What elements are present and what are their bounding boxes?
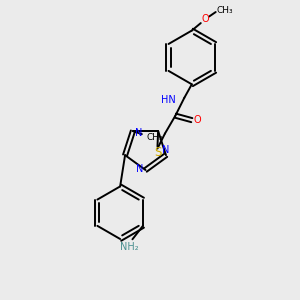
Text: N: N bbox=[136, 164, 144, 173]
Text: CH₃: CH₃ bbox=[147, 133, 164, 142]
Text: O: O bbox=[201, 14, 209, 24]
Text: CH₃: CH₃ bbox=[217, 6, 234, 15]
Text: HN: HN bbox=[161, 95, 176, 105]
Text: O: O bbox=[194, 115, 202, 125]
Text: S: S bbox=[154, 146, 162, 160]
Text: N: N bbox=[135, 128, 142, 138]
Text: N: N bbox=[162, 145, 170, 155]
Text: NH₂: NH₂ bbox=[120, 242, 139, 252]
